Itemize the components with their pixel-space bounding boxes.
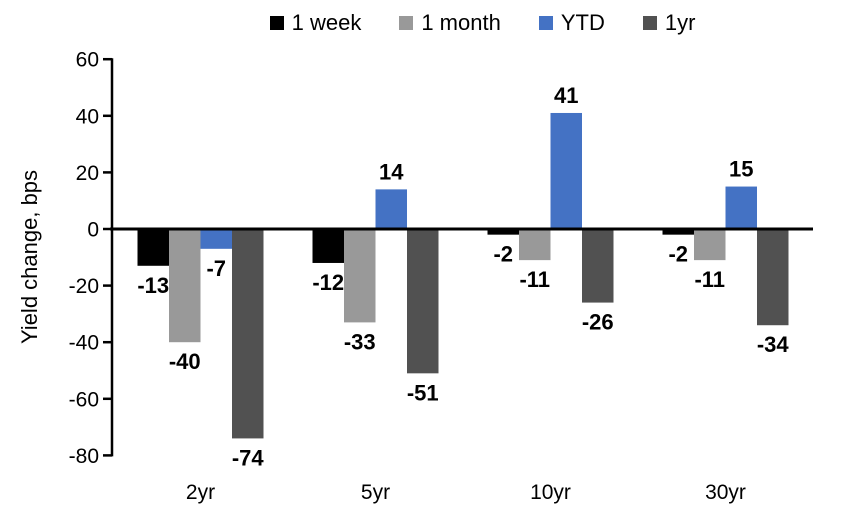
bar-value-label: -11 bbox=[694, 267, 725, 292]
bar-value-label: -51 bbox=[407, 380, 439, 405]
legend-item-YTD: YTD bbox=[538, 10, 605, 36]
y-axis-tick-label: 0 bbox=[87, 219, 99, 242]
bar-1-week-10yr bbox=[487, 229, 519, 235]
bar-1yr-10yr bbox=[582, 229, 614, 303]
x-category-label: 30yr bbox=[705, 481, 746, 504]
bar-1-month-5yr bbox=[344, 229, 376, 323]
x-category-label: 2yr bbox=[186, 481, 215, 504]
legend-swatch-icon bbox=[399, 16, 414, 30]
y-axis-tick-label: 20 bbox=[76, 162, 99, 185]
legend: 1 week 1 month YTD 1yr bbox=[113, 10, 852, 36]
y-axis-tick-label: -20 bbox=[69, 275, 99, 298]
y-axis-tick-label: 60 bbox=[76, 49, 99, 72]
bar-value-label: 15 bbox=[729, 157, 753, 182]
bar-1-week-5yr bbox=[312, 229, 344, 263]
bar-1-week-2yr bbox=[137, 229, 169, 266]
bar-1-month-10yr bbox=[519, 229, 551, 261]
bar-YTD-10yr bbox=[550, 112, 582, 229]
bar-value-label: -11 bbox=[519, 267, 550, 292]
legend-label: 1 month bbox=[421, 10, 501, 35]
legend-label: 1 week bbox=[291, 10, 362, 35]
y-axis-tick-label: -80 bbox=[69, 445, 99, 468]
bar-value-label: -74 bbox=[232, 445, 265, 470]
x-category-label: 10yr bbox=[530, 481, 571, 504]
bar-value-label: -12 bbox=[312, 270, 344, 295]
y-axis-tick-label: -60 bbox=[69, 388, 99, 411]
bar-1-month-2yr bbox=[169, 229, 201, 343]
bar-value-label: 41 bbox=[554, 83, 578, 108]
legend-item-1-month: 1 month bbox=[399, 10, 501, 36]
bar-1-month-30yr bbox=[694, 229, 726, 261]
bar-value-label: -34 bbox=[757, 332, 790, 357]
bar-1yr-2yr bbox=[232, 229, 264, 439]
legend-label: 1yr bbox=[664, 10, 696, 35]
x-category-label: 5yr bbox=[361, 481, 390, 504]
bar-1-week-30yr bbox=[662, 229, 694, 235]
bar-1yr-5yr bbox=[407, 229, 439, 374]
bar-value-label: -7 bbox=[206, 256, 226, 281]
bar-value-label: -2 bbox=[493, 242, 513, 267]
bar-value-label: -40 bbox=[169, 349, 201, 374]
bar-YTD-2yr bbox=[200, 229, 232, 249]
bar-1yr-30yr bbox=[757, 229, 789, 326]
bar-value-label: -26 bbox=[582, 310, 614, 335]
bar-value-label: -2 bbox=[668, 242, 688, 267]
bar-YTD-5yr bbox=[375, 189, 407, 229]
bar-value-label: 14 bbox=[379, 159, 404, 184]
legend-swatch-icon bbox=[642, 16, 657, 30]
legend-swatch-icon bbox=[538, 16, 553, 30]
legend-item-1yr: 1yr bbox=[642, 10, 696, 36]
legend-swatch-icon bbox=[269, 16, 284, 30]
bar-value-label: -33 bbox=[344, 329, 376, 354]
legend-label: YTD bbox=[560, 10, 605, 35]
bar-YTD-30yr bbox=[725, 186, 757, 229]
legend-item-1-week: 1 week bbox=[269, 10, 362, 36]
bar-value-label: -13 bbox=[137, 273, 169, 298]
y-axis-tick-label: 40 bbox=[76, 105, 99, 128]
y-axis-tick-label: -40 bbox=[69, 332, 99, 355]
